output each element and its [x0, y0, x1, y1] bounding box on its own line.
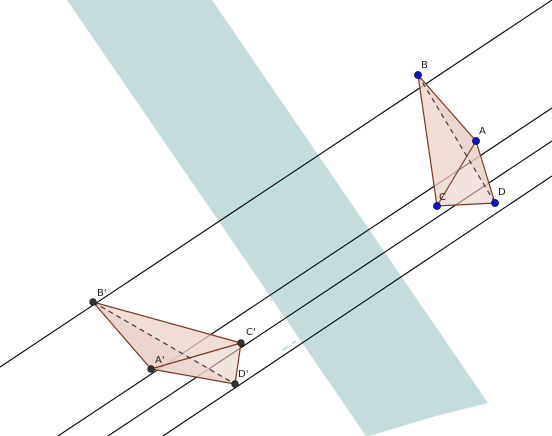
point-B — [414, 71, 422, 79]
point-labels: B A C D B' A' C' D' — [97, 60, 506, 380]
proj-edge-ac — [150, 342, 242, 370]
point-D-prime — [231, 380, 239, 388]
tetrahedron-abcd — [417, 74, 496, 207]
hidden-line-dash-0 — [239, 153, 301, 195]
label-A-prime: A' — [155, 355, 165, 366]
label-C-prime: C' — [246, 327, 256, 338]
line-through-B — [0, 0, 552, 368]
tet-edge-ab — [417, 74, 477, 142]
tet-hidden-edge — [417, 74, 496, 204]
label-C: C — [439, 192, 446, 203]
hidden-line-dash-5 — [282, 340, 297, 351]
proj-edge-cd — [234, 342, 242, 385]
proj-edge-bc — [92, 301, 242, 344]
proj-face-bac — [93, 302, 241, 369]
point-A — [472, 137, 480, 145]
point-A-prime — [147, 365, 155, 373]
tet-edge-ad — [475, 140, 496, 204]
tet-edge-ac — [436, 140, 477, 207]
hidden-line-dash-1 — [216, 199, 233, 211]
hidden-line-dash-4 — [305, 300, 356, 335]
line-through-D — [162, 175, 552, 436]
projection-plane — [67, 0, 488, 436]
proj-hidden-edge — [92, 301, 236, 385]
label-B: B — [421, 60, 428, 71]
hidden-line-dash-3 — [269, 291, 283, 301]
point-D — [491, 199, 499, 207]
tet-edge-bc — [417, 74, 438, 207]
proj-edge-ad — [150, 368, 236, 385]
proj-edge-ab — [92, 301, 152, 370]
point-B-prime — [89, 298, 97, 306]
label-A: A — [479, 126, 486, 137]
hidden-line-dash-2 — [289, 243, 351, 285]
projected-tetrahedron — [92, 301, 242, 385]
label-D: D — [498, 187, 506, 198]
point-C-prime — [237, 339, 245, 347]
label-B-prime: B' — [97, 288, 107, 299]
tet-edge-cd — [436, 202, 496, 207]
proj-face-acd — [151, 343, 241, 384]
point-markers — [89, 71, 499, 388]
label-D-prime: D' — [238, 369, 248, 380]
point-C — [433, 202, 441, 210]
